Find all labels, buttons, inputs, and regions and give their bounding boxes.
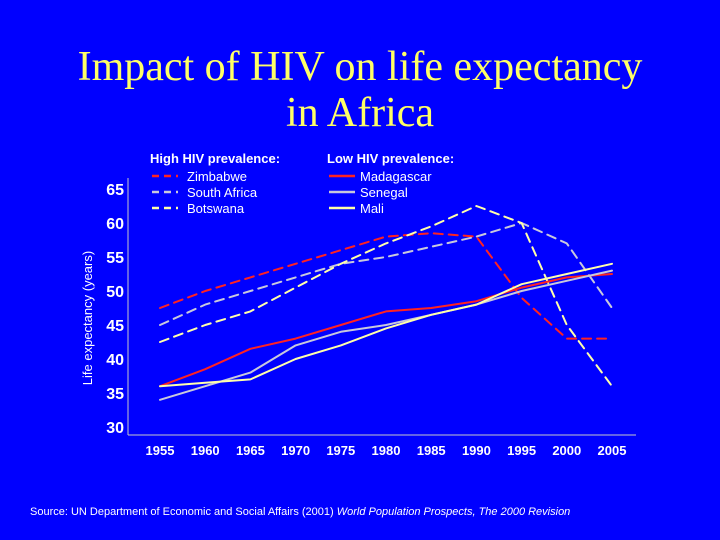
y-tick-label: 65 (106, 182, 124, 199)
series-line-zimbabwe (159, 232, 613, 340)
x-tick-label: 1960 (191, 443, 220, 458)
y-tick-label: 35 (106, 386, 124, 403)
y-tick-label: 45 (106, 318, 124, 335)
series-line-senegal (159, 269, 613, 401)
legend-label-senegal: Senegal (360, 185, 408, 200)
source-note: Source: UN Department of Economic and So… (30, 506, 570, 518)
x-tick-label: 2000 (552, 443, 581, 458)
series-line-south-africa (159, 222, 613, 326)
legend-label-south-africa: South Africa (187, 185, 258, 200)
series-line-botswana (159, 205, 613, 388)
x-tick-label: 1955 (146, 443, 175, 458)
title-line-1: Impact of HIV on life expectancy (77, 44, 643, 90)
series-line-madagascar (159, 273, 613, 388)
x-tick-label: 1985 (417, 443, 446, 458)
y-tick-label: 55 (106, 250, 124, 267)
y-axis-label: Life expectancy (years) (80, 251, 95, 385)
x-tick-label: 1990 (462, 443, 491, 458)
series-layer (159, 205, 613, 401)
y-tick-label: 50 (106, 284, 124, 301)
legend-label-mali: Mali (360, 201, 384, 216)
series-line-mali (159, 262, 613, 388)
axes: 30 35 40 45 50 55 60 65 1955 1960 1965 1970 1975 1980… (80, 178, 636, 458)
y-tick-label: 60 (106, 216, 124, 233)
x-tick-label: 1965 (236, 443, 265, 458)
legend-label-zimbabwe: Zimbabwe (187, 169, 247, 184)
slide-title: Impact of HIV on life expectancy in Afri… (0, 44, 720, 136)
y-tick-label: 40 (106, 352, 124, 369)
x-tick-label: 1970 (281, 443, 310, 458)
title-line-2: in Africa (285, 90, 435, 136)
x-tick-label: 2005 (598, 443, 627, 458)
y-tick-label: 30 (106, 420, 124, 437)
source-prefix: Source: UN Department of Economic and So… (30, 506, 337, 518)
source-title: World Population Prospects, The 2000 Rev… (336, 506, 571, 518)
x-tick-label: 1995 (507, 443, 536, 458)
legend-heading-high: High HIV prevalence: (150, 151, 280, 166)
legend-heading-low: Low HIV prevalence: (327, 151, 454, 166)
x-tick-label: 1980 (372, 443, 401, 458)
legend-label-botswana: Botswana (187, 201, 245, 216)
legend-label-madagascar: Madagascar (360, 169, 432, 184)
x-tick-label: 1975 (326, 443, 355, 458)
